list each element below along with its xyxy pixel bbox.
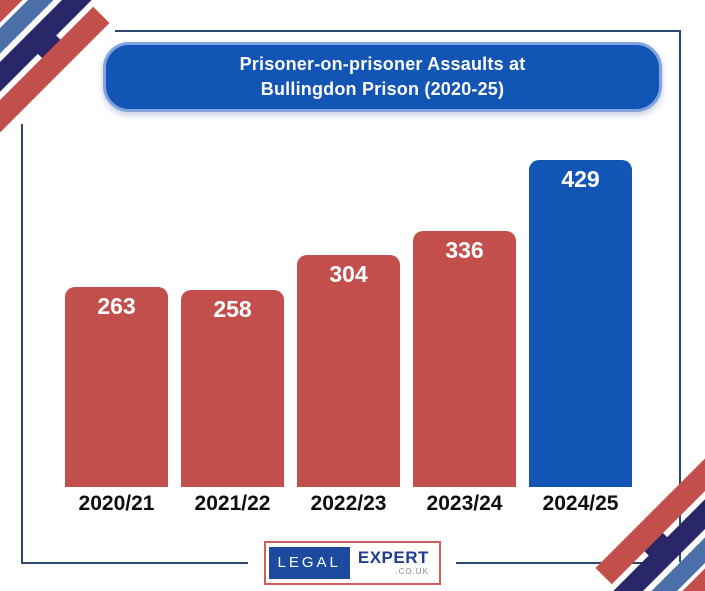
bar-value-label: 258 xyxy=(213,296,252,322)
bar-value-label: 336 xyxy=(445,237,484,263)
bar-value-label: 429 xyxy=(561,166,600,192)
footer-logo-area: LEGAL EXPERT .CO.UK xyxy=(248,534,456,591)
logo-expert-block: EXPERT .CO.UK xyxy=(358,549,429,576)
bar-chart: 263 258 304 336 429 xyxy=(65,160,632,487)
x-axis-label: 2020/21 xyxy=(78,492,155,515)
bar-value-label: 304 xyxy=(329,261,368,287)
logo-expert-text: EXPERT xyxy=(357,548,429,567)
legal-expert-logo: LEGAL EXPERT .CO.UK xyxy=(263,540,441,585)
chart-title-line-2: Bullingdon Prison (2020-25) xyxy=(260,79,505,99)
frame-line-left xyxy=(21,124,23,564)
logo-domain-text: .CO.UK xyxy=(395,567,429,576)
logo-legal-block: LEGAL xyxy=(268,546,350,579)
x-axis-labels: 2020/21 2021/22 2022/23 2023/24 2024/25 xyxy=(0,492,705,522)
chart-title-banner: Prisoner-on-prisoner Assaults at Bulling… xyxy=(103,42,662,112)
chart-title-line-1: Prisoner-on-prisoner Assaults at xyxy=(239,54,526,74)
decor-stripe-navy-accent xyxy=(638,526,669,558)
bar-2020/21: 263 xyxy=(65,287,168,487)
frame-line-right xyxy=(679,30,681,562)
bar-2021/22: 258 xyxy=(181,290,284,487)
decor-stripe-steel-blue xyxy=(560,470,705,591)
frame-line-top xyxy=(115,30,681,32)
x-axis-label: 2023/24 xyxy=(426,492,503,515)
x-axis-label: 2022/23 xyxy=(310,492,387,515)
x-axis-label: 2021/22 xyxy=(194,492,271,515)
bar-2022/23: 304 xyxy=(297,255,400,487)
bar-2024/25: 429 xyxy=(529,160,632,487)
x-axis-label: 2024/25 xyxy=(542,492,619,515)
bar-2023/24: 336 xyxy=(413,231,516,487)
bar-value-label: 263 xyxy=(97,293,136,319)
